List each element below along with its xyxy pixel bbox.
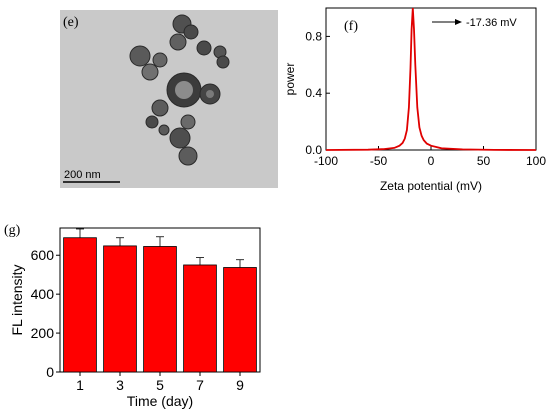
peak-annotation: -17.36 mV <box>466 17 517 29</box>
bar-x-tick-label: 7 <box>196 377 204 393</box>
zeta-x-tick-label: 0 <box>428 154 435 168</box>
bar-x-tick-label: 3 <box>116 377 124 393</box>
panel-g-label: (g) <box>4 223 21 238</box>
bar-x-tick-label: 9 <box>236 377 244 393</box>
zeta-x-tick-label: -100 <box>314 154 338 168</box>
tem-image-panel: (e) 200 nm <box>60 10 278 188</box>
zeta-y-tick-label: 0.4 <box>305 86 322 100</box>
bar <box>63 237 97 373</box>
tem-micrograph: (e) 200 nm <box>60 10 278 188</box>
bar-x-tick-label: 1 <box>76 377 84 393</box>
bar-marks <box>63 228 257 373</box>
bar <box>143 246 177 373</box>
bar-y-tick-label: 600 <box>31 247 55 263</box>
annotation-arrowhead <box>455 19 462 25</box>
zeta-y-tick-label: 0.8 <box>305 29 322 43</box>
bar-y-tick-label: 200 <box>31 325 55 341</box>
bar <box>103 245 137 373</box>
zeta-potential-chart: (f) -100 -50 0 50 100 0.0 0.4 0.8 -17.36 mV Ze… <box>280 0 550 205</box>
bar-y-axis-label: FL intensity <box>9 264 25 335</box>
bar-y-tick-label: 0 <box>46 364 54 380</box>
scale-bar-label: 200 nm <box>64 169 101 181</box>
fl-intensity-chart: (g) 0 200 400 600 1 3 5 7 9 Time (day) FL inten… <box>0 220 280 411</box>
bar <box>183 264 217 373</box>
zeta-x-tick-label: -50 <box>370 154 388 168</box>
bar-y-ticks: 0 200 400 600 <box>31 247 60 380</box>
nanoparticle-cluster <box>129 14 230 166</box>
zeta-x-tick-label: 50 <box>477 154 491 168</box>
zeta-series-line <box>325 7 537 151</box>
zeta-y-tick-label: 0.0 <box>305 143 322 157</box>
zeta-y-axis-label: power <box>283 63 297 96</box>
bar-chart-svg: (g) 0 200 400 600 1 3 5 7 9 Time (day) FL inten… <box>4 223 261 409</box>
bar <box>223 267 257 373</box>
zeta-x-tick-label: 100 <box>526 154 546 168</box>
bar-x-axis-label: Time (day) <box>127 393 193 409</box>
zeta-chart-svg: (f) -100 -50 0 50 100 0.0 0.4 0.8 -17.36 mV Ze… <box>283 7 546 193</box>
panel-f-label: (f) <box>344 19 358 34</box>
bar-x-tick-label: 5 <box>156 377 164 393</box>
panel-e-label: (e) <box>63 15 79 30</box>
zeta-x-ticks: -100 -50 0 50 100 <box>314 146 546 168</box>
zeta-y-ticks: 0.0 0.4 0.8 <box>305 29 330 157</box>
bar-x-ticks: 1 3 5 7 9 <box>76 372 244 393</box>
bar-y-tick-label: 400 <box>31 286 55 302</box>
zeta-x-axis-label: Zeta potential (mV) <box>380 179 482 193</box>
